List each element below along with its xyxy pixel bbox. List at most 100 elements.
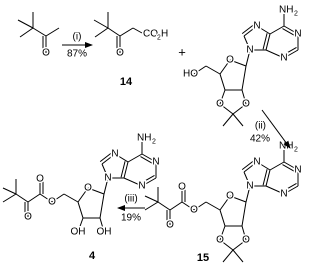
bond [77,187,89,203]
bond [265,49,285,59]
bond [219,195,231,211]
bond [243,35,251,51]
reagent: (ii) [255,121,266,132]
bond [205,65,221,75]
atom-label: O [116,48,124,59]
bond [63,193,79,203]
atom-label: N [246,181,253,192]
atom-label: O [216,235,224,246]
bond [99,217,105,233]
reagent: (i) [73,32,82,43]
atom-label: N [280,189,287,200]
atom-label: O [24,212,32,223]
bond [103,177,109,195]
bond [219,209,226,227]
bond [144,201,159,211]
atom-label: N [253,21,260,32]
bond [282,164,297,174]
bond [269,25,285,35]
bond [101,163,109,179]
bond [269,161,285,171]
bond [140,156,155,166]
bond [283,25,299,35]
bond [107,27,121,37]
bond [229,59,247,67]
bond [219,225,226,241]
bond [94,27,109,38]
atom-label: 2 [157,35,161,42]
yield: 42% [250,134,270,145]
bond [2,187,17,195]
bond [114,153,129,163]
atom-label: N [152,157,159,168]
bond [283,161,299,171]
bond [256,25,271,35]
bond [99,193,105,219]
bond [45,27,60,37]
atom-label: HO [183,69,198,80]
atom-label: N [280,53,287,64]
bond [193,65,207,75]
bond [157,201,171,211]
compound-number: 4 [89,250,96,262]
bond [120,161,126,178]
bond [245,185,251,203]
bond [93,19,109,29]
atom-label: N [104,173,111,184]
bond [77,201,84,219]
bond [144,195,159,203]
bond [219,103,234,115]
bond [19,27,34,38]
atom-label: O [242,99,250,110]
atom-label: O [48,197,56,208]
bond [283,185,299,195]
bond [262,33,268,50]
bond [87,187,105,195]
bond [256,161,271,171]
bond [141,153,157,163]
bond [241,65,247,91]
bond [241,201,247,227]
atom-label: N [294,29,301,40]
bond [241,23,256,35]
bond [222,249,234,263]
bond [243,25,258,37]
bond [232,103,247,115]
atom-label: O [226,55,234,66]
bond [169,201,183,211]
bond [132,27,143,34]
arrow [261,109,291,149]
bond [241,159,256,171]
plus-sign: + [178,45,186,60]
bond [243,161,258,173]
atom-label: N [138,181,145,192]
bond [77,217,84,233]
bond [123,177,143,187]
atom-label: 2 [152,139,156,146]
bond [219,59,231,75]
bond [232,249,244,263]
atom-label: O [36,174,44,185]
bond [123,161,129,179]
bond [127,153,143,163]
reagent: (iii) [124,194,137,205]
bond [32,27,47,37]
atom-label: OH [71,227,86,238]
bond [219,89,226,105]
bond [51,193,65,203]
atom-label: NH [137,133,151,144]
bond [222,113,234,127]
atom-label: N [246,45,253,56]
bond [219,239,234,251]
bond [119,27,134,37]
atom-label: N [253,157,260,168]
atom-label: O [190,205,198,216]
bond [27,193,41,203]
yield: 19% [121,213,141,224]
atom-label: 2 [294,11,298,18]
atom-label: O [226,191,234,202]
bond [241,89,247,105]
atom-label: O [166,220,174,231]
bond [15,193,29,203]
bond [193,201,207,211]
